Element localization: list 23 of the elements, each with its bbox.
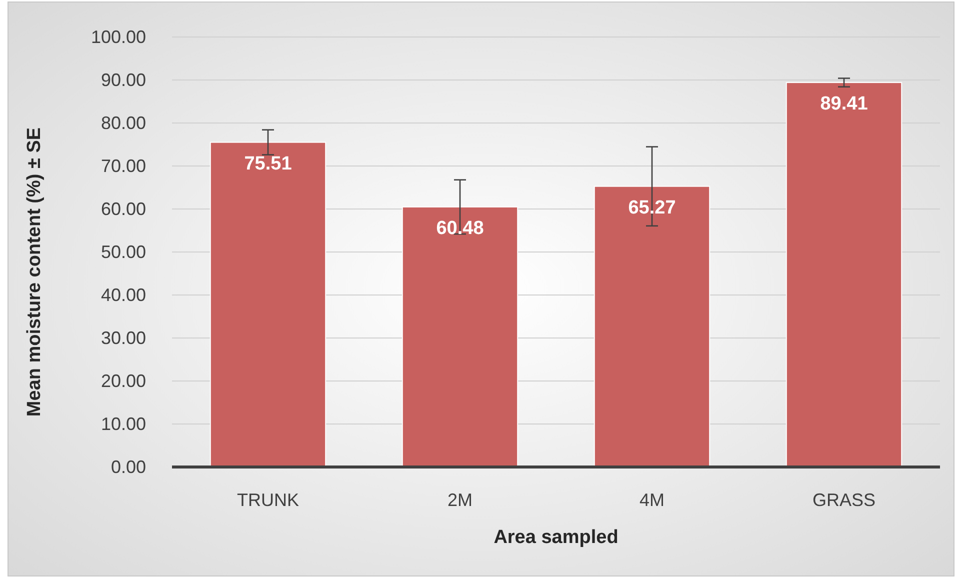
y-tick-label: 70.00 bbox=[100, 156, 146, 176]
y-tick-label: 100.00 bbox=[90, 27, 146, 47]
x-axis-title: Area sampled bbox=[494, 527, 618, 548]
y-tick-label: 80.00 bbox=[100, 113, 146, 133]
y-tick-label: 30.00 bbox=[100, 328, 146, 348]
y-tick-label: 90.00 bbox=[100, 70, 146, 90]
data-label: 89.41 bbox=[820, 94, 868, 115]
data-label: 75.51 bbox=[244, 153, 292, 174]
y-tick-label: 50.00 bbox=[100, 242, 146, 262]
y-tick-label: 40.00 bbox=[100, 285, 146, 305]
x-tick-label: TRUNK bbox=[237, 490, 299, 510]
y-tick-label: 60.00 bbox=[100, 199, 146, 219]
y-axis-title: Mean moisture content (%) ± SE bbox=[24, 127, 45, 417]
y-tick-label: 10.00 bbox=[100, 414, 146, 434]
x-tick-label: 4M bbox=[639, 490, 665, 510]
x-tick-label: 2M bbox=[447, 490, 473, 510]
bar bbox=[594, 186, 710, 468]
x-tick-label: GRASS bbox=[812, 490, 876, 510]
y-tick-label: 0.00 bbox=[110, 457, 146, 477]
bar bbox=[402, 206, 518, 468]
bar bbox=[786, 82, 902, 468]
bar bbox=[210, 142, 326, 468]
y-tick-label: 20.00 bbox=[100, 371, 146, 391]
